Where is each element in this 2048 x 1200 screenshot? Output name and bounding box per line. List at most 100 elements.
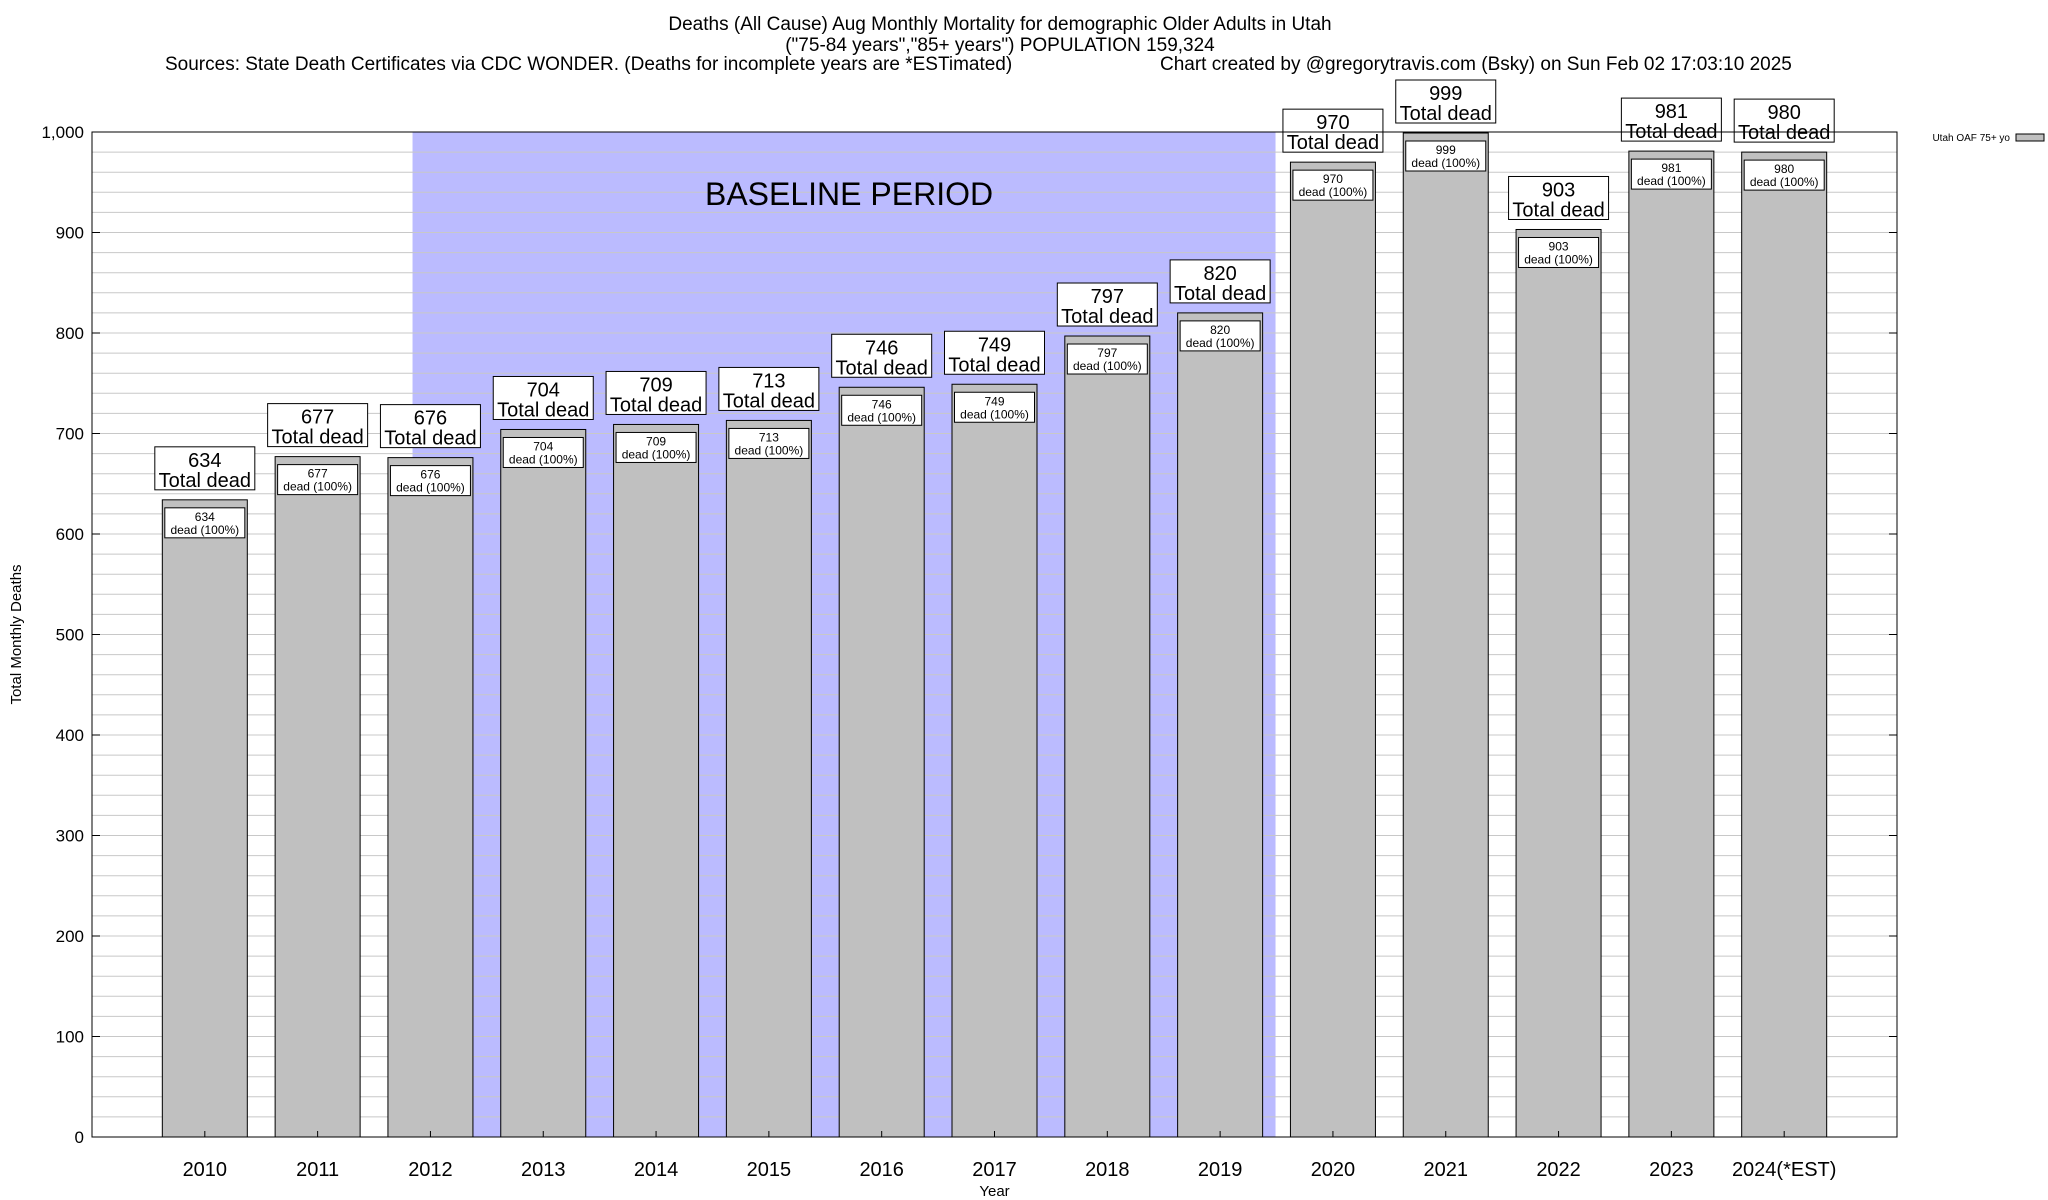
bar-inner-value: 981 xyxy=(1661,161,1681,175)
bar-total-label: Total dead xyxy=(1400,103,1492,125)
bar-total-label-box xyxy=(492,375,594,420)
bar-inner-value: 903 xyxy=(1549,239,1569,253)
bar-total-value: 820 xyxy=(1203,263,1236,285)
legend-swatch xyxy=(2015,133,2045,142)
baseline-period-label: BASELINE PERIOD xyxy=(705,176,993,212)
bar-inner-label-box xyxy=(1405,140,1487,172)
bar-total-label: Total dead xyxy=(1512,199,1604,221)
x-tick-label: 2013 xyxy=(521,1159,566,1181)
bar-total-value: 634 xyxy=(188,450,221,472)
bar-inner-label-box xyxy=(1743,159,1825,191)
bar-inner-value: 746 xyxy=(872,397,892,411)
bar xyxy=(838,386,925,1138)
bar-inner-value: 970 xyxy=(1323,172,1343,186)
legend-label: Utah OAF 75+ yo xyxy=(1932,133,2010,144)
bar xyxy=(1177,312,1264,1138)
bar xyxy=(500,428,587,1138)
bar-inner-value: 709 xyxy=(646,434,666,448)
plot-border xyxy=(91,131,1898,1138)
y-tick-label: 600 xyxy=(56,525,84,544)
bar-total-value: 797 xyxy=(1091,286,1124,308)
bar xyxy=(951,383,1038,1138)
bar-total-label-box xyxy=(1056,282,1158,327)
bar-inner-label-box xyxy=(502,436,584,468)
bar-total-value: 980 xyxy=(1768,102,1801,124)
bar-inner-percent: dead (100%) xyxy=(283,480,352,494)
bar-total-label: Total dead xyxy=(497,399,589,421)
bar xyxy=(274,456,361,1138)
bar-total-label-box xyxy=(944,330,1045,375)
x-tick-label: 2014 xyxy=(634,1159,679,1181)
bar-inner-label-box xyxy=(728,427,810,459)
bar-total-value: 677 xyxy=(301,407,334,429)
bar-total-label: Total dead xyxy=(1287,132,1379,154)
bar-total-label: Total dead xyxy=(1174,283,1266,305)
y-tick-label: 1,000 xyxy=(41,123,84,142)
bar-total-label: Total dead xyxy=(836,357,928,379)
bar-total-label: Total dead xyxy=(948,354,1040,376)
bar xyxy=(1064,335,1151,1138)
bar-total-value: 746 xyxy=(865,337,898,359)
bar-inner-percent: dead (100%) xyxy=(1411,156,1480,170)
y-tick-label: 0 xyxy=(75,1128,84,1147)
bar xyxy=(1289,161,1376,1138)
y-tick-label: 200 xyxy=(56,927,84,946)
bar xyxy=(387,457,474,1138)
bar xyxy=(1741,151,1828,1138)
bar-inner-percent: dead (100%) xyxy=(1073,359,1142,373)
bar-inner-percent: dead (100%) xyxy=(1637,174,1706,188)
y-tick-label: 400 xyxy=(56,726,84,745)
bar-total-label: Total dead xyxy=(271,427,363,449)
sources-note: Sources: State Death Certificates via CD… xyxy=(165,54,1013,75)
bar xyxy=(725,419,812,1138)
bar-total-label: Total dead xyxy=(384,428,476,450)
x-tick-label: 2022 xyxy=(1536,1159,1581,1181)
bar-total-label: Total dead xyxy=(610,394,702,416)
bar-total-label: Total dead xyxy=(1738,122,1830,144)
chart-title-block: Deaths (All Cause) Aug Monthly Mortality… xyxy=(0,14,2000,56)
bar-inner-label-box xyxy=(1179,320,1261,352)
bar-inner-value: 749 xyxy=(984,394,1004,408)
bar-inner-value: 797 xyxy=(1097,346,1117,360)
bar-inner-label-box xyxy=(954,391,1035,423)
x-tick-label: 2023 xyxy=(1649,1159,1694,1181)
bar-inner-label-box xyxy=(389,465,471,497)
bar xyxy=(161,499,248,1138)
x-tick-label: 2017 xyxy=(972,1159,1017,1181)
bar-inner-percent: dead (100%) xyxy=(735,443,804,457)
x-tick-label: 2010 xyxy=(183,1159,228,1181)
bar-total-label-box xyxy=(1169,259,1271,304)
bar-inner-label-box xyxy=(164,507,246,539)
bar-inner-percent: dead (100%) xyxy=(960,407,1029,421)
y-tick-label: 700 xyxy=(56,425,84,444)
bar-inner-label-box xyxy=(1630,158,1712,190)
bar-inner-percent: dead (100%) xyxy=(396,481,465,495)
bar-total-value: 704 xyxy=(527,379,560,401)
chart-credit: Chart created by @gregorytravis.com (Bsk… xyxy=(1160,54,1792,75)
bar-total-label-box xyxy=(379,404,481,449)
bar-inner-percent: dead (100%) xyxy=(170,523,239,537)
y-tick-label: 300 xyxy=(56,827,84,846)
x-tick-label: 2016 xyxy=(859,1159,904,1181)
bar-total-label-box xyxy=(1508,175,1610,220)
bar-total-label-box xyxy=(718,366,820,411)
bar-inner-percent: dead (100%) xyxy=(1524,252,1593,266)
bar-total-value: 749 xyxy=(978,334,1011,356)
bar-inner-label-box xyxy=(277,464,359,496)
bar-inner-percent: dead (100%) xyxy=(1750,175,1819,189)
bar-inner-percent: dead (100%) xyxy=(622,447,691,461)
x-tick-label: 2019 xyxy=(1198,1159,1243,1181)
bar-inner-value: 677 xyxy=(308,467,328,481)
bar-total-label-box xyxy=(831,333,933,378)
x-tick-label: 2024(*EST) xyxy=(1732,1159,1837,1181)
bar-total-label-box xyxy=(1395,79,1497,124)
bar-inner-value: 999 xyxy=(1436,143,1456,157)
bar-total-label: Total dead xyxy=(1061,306,1153,328)
y-tick-label: 500 xyxy=(56,626,84,645)
bar-inner-label-box xyxy=(1292,169,1374,201)
chart-title: Deaths (All Cause) Aug Monthly Mortality… xyxy=(668,14,1332,35)
bar-inner-percent: dead (100%) xyxy=(509,452,578,466)
bar-inner-value: 980 xyxy=(1774,162,1794,176)
x-tick-label: 2012 xyxy=(408,1159,453,1181)
bar-inner-value: 634 xyxy=(195,510,215,524)
